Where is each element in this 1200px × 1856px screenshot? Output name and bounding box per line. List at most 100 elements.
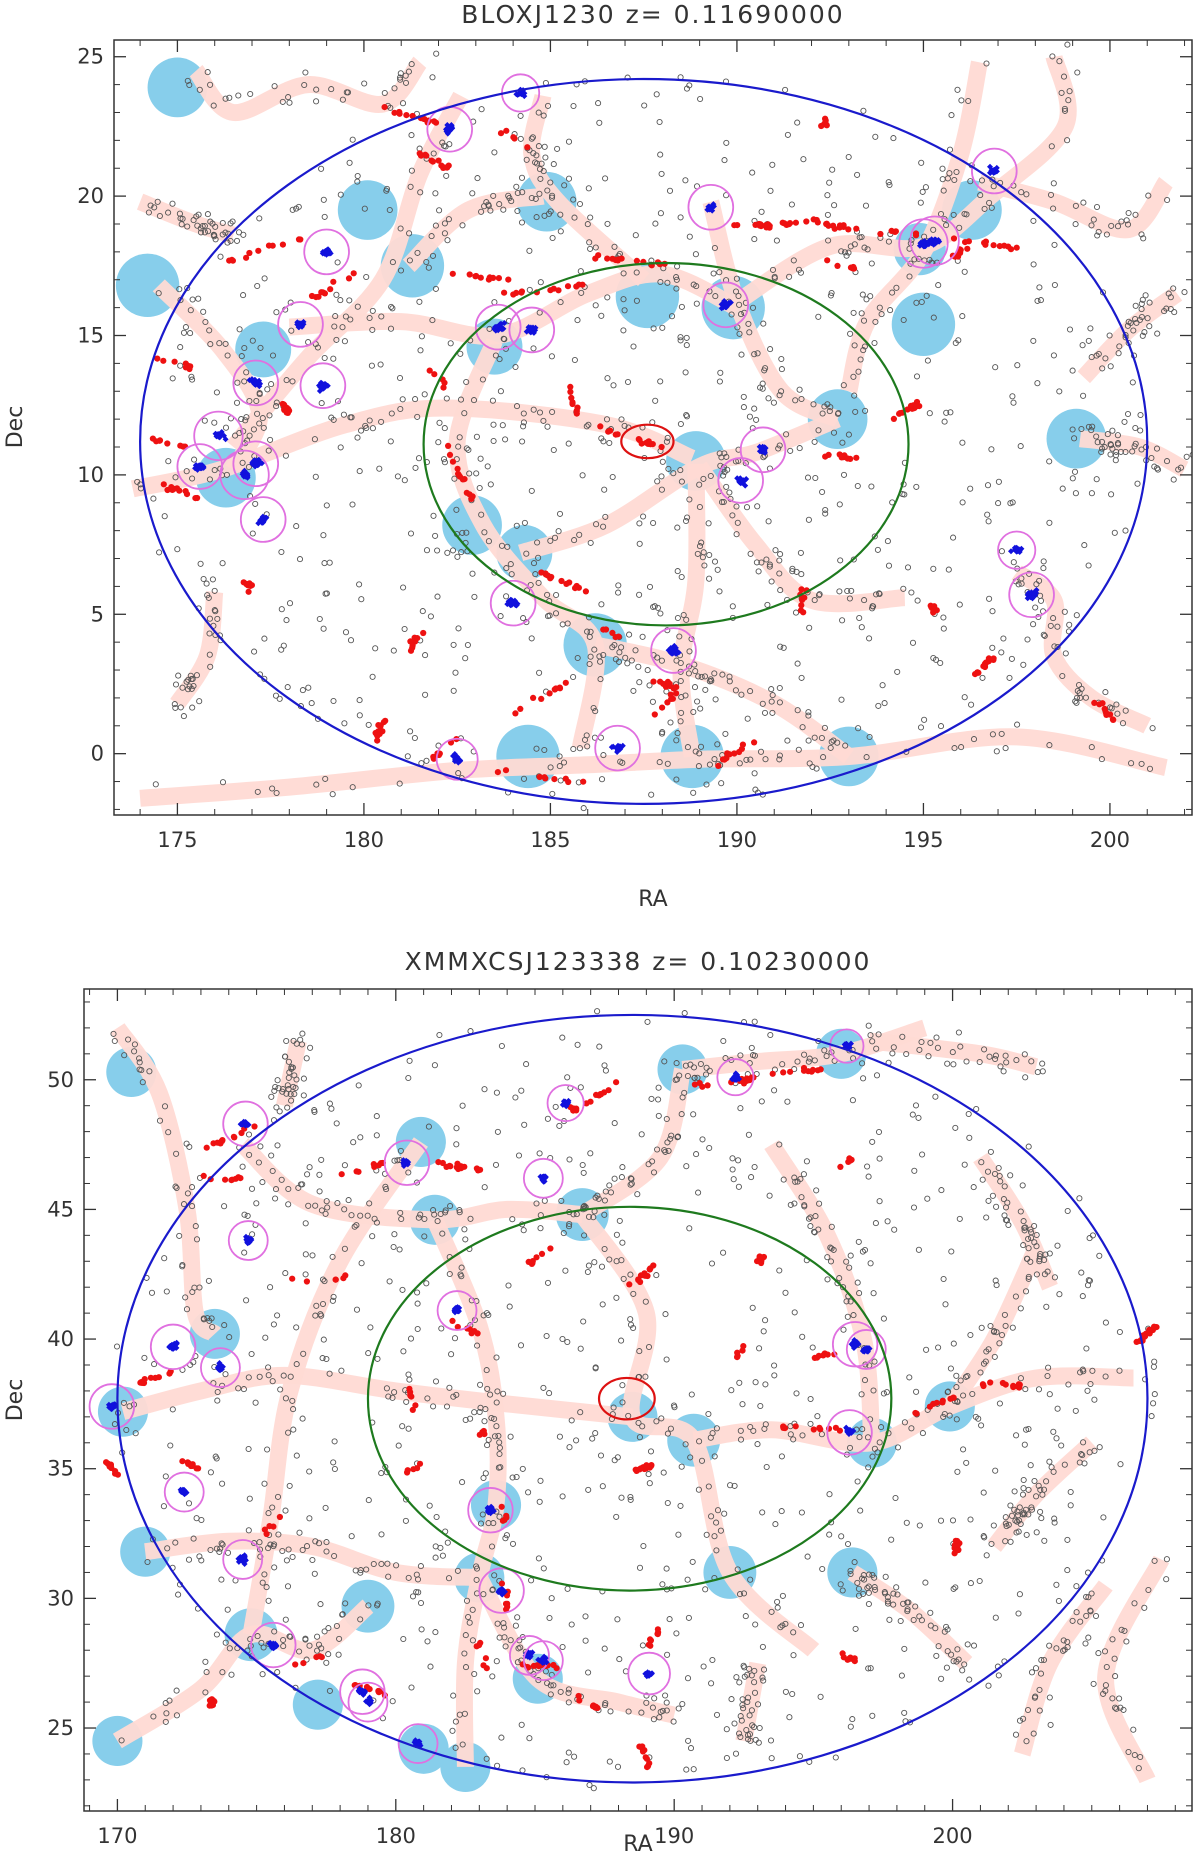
- galaxy-point: [1064, 1644, 1071, 1651]
- filament-member-point: [229, 1176, 236, 1183]
- galaxy-point: [455, 625, 462, 632]
- galaxy-point: [655, 1084, 662, 1091]
- galaxy-point: [751, 1018, 758, 1025]
- galaxy-point: [419, 608, 426, 615]
- galaxy-point: [751, 1667, 758, 1674]
- galaxy-point: [997, 1063, 1004, 1070]
- filament-member-point: [650, 678, 657, 685]
- galaxy-point: [696, 481, 703, 488]
- galaxy-point: [627, 1271, 634, 1278]
- galaxy-point: [626, 631, 633, 638]
- galaxy-point: [484, 463, 491, 470]
- galaxy-point: [557, 777, 564, 784]
- galaxy-point: [858, 310, 865, 317]
- group-circle: [702, 281, 750, 329]
- galaxy-point: [855, 368, 862, 375]
- galaxy-point: [830, 429, 838, 436]
- galaxy-point: [268, 1152, 275, 1159]
- group-circle: [200, 1347, 241, 1388]
- galaxy-point: [650, 603, 657, 611]
- plot-area: [88, 1008, 1170, 1792]
- galaxy-point: [200, 1315, 207, 1322]
- galaxy-point: [737, 1733, 744, 1741]
- galaxy-point: [444, 549, 451, 556]
- galaxy-point: [658, 486, 665, 493]
- group-member-point: [242, 1119, 249, 1126]
- galaxy-point: [507, 1637, 514, 1644]
- galaxy-point: [317, 1601, 324, 1608]
- galaxy-point: [494, 1128, 501, 1135]
- galaxy-point: [791, 1200, 798, 1207]
- galaxy-point: [891, 1226, 898, 1233]
- galaxy-point: [684, 514, 691, 521]
- galaxy-point: [1112, 452, 1120, 459]
- filament-member-point: [332, 1276, 339, 1283]
- galaxy-point: [751, 1679, 758, 1686]
- galaxy-point: [961, 1161, 968, 1168]
- galaxy-point: [1102, 1373, 1109, 1380]
- galaxy-point: [1181, 289, 1188, 296]
- filament-member-point: [533, 1254, 540, 1261]
- filament-member-point: [643, 1462, 650, 1470]
- galaxy-point: [682, 369, 689, 376]
- galaxy-point: [656, 118, 663, 126]
- galaxy-point: [227, 220, 234, 227]
- galaxy-point: [556, 1122, 563, 1129]
- galaxy-point: [847, 1567, 854, 1574]
- galaxy-point: [659, 458, 666, 465]
- galaxy-point: [330, 1459, 337, 1466]
- galaxy-point: [611, 1175, 618, 1182]
- galaxy-point: [954, 1646, 961, 1653]
- galaxy-point: [959, 499, 966, 506]
- galaxy-point: [190, 1535, 197, 1542]
- galaxy-point: [657, 210, 664, 217]
- galaxy-point: [1113, 1705, 1120, 1712]
- galaxy-point: [111, 1037, 118, 1045]
- galaxy-point: [1046, 742, 1053, 749]
- galaxy-point: [702, 1586, 709, 1593]
- galaxy-point: [771, 275, 778, 282]
- filament-member-point: [147, 1374, 154, 1381]
- galaxy-point: [597, 1452, 605, 1459]
- group-member-point: [670, 650, 677, 656]
- filament-member-point: [726, 751, 733, 758]
- galaxy-point: [290, 1406, 297, 1413]
- galaxy-point: [729, 603, 736, 610]
- galaxy-point: [749, 1722, 756, 1729]
- galaxy-point: [1047, 622, 1054, 629]
- filament: [973, 1152, 1058, 1291]
- galaxy-point: [320, 625, 327, 632]
- galaxy-point: [316, 1171, 323, 1178]
- filament-member-point: [229, 257, 236, 264]
- galaxy-point: [1130, 1726, 1137, 1733]
- galaxy-point: [989, 731, 996, 738]
- galaxy-point: [683, 1163, 690, 1170]
- galaxy-point: [441, 425, 448, 432]
- galaxy-point: [171, 701, 178, 708]
- galaxy-point: [919, 188, 926, 195]
- galaxy-point: [565, 1686, 572, 1693]
- galaxy-point: [787, 447, 794, 454]
- galaxy-point: [312, 1538, 319, 1545]
- galaxy-point: [865, 1665, 872, 1672]
- galaxy-point: [329, 1253, 336, 1260]
- galaxy-point: [1058, 1442, 1065, 1449]
- galaxy-point: [619, 1164, 626, 1171]
- galaxy-point: [378, 313, 385, 320]
- galaxy-point: [598, 435, 605, 442]
- galaxy-point: [559, 1034, 566, 1041]
- galaxy-point: [508, 571, 515, 578]
- filament-member-point: [547, 287, 554, 294]
- galaxy-point: [653, 1272, 660, 1279]
- galaxy-point: [671, 1404, 678, 1411]
- galaxy-point: [1047, 1721, 1054, 1728]
- galaxy-point: [388, 410, 395, 417]
- galaxy-point: [800, 1171, 807, 1178]
- galaxy-point: [630, 687, 637, 694]
- galaxy-point: [211, 233, 218, 240]
- galaxy-point: [749, 169, 756, 176]
- filament-member-point: [996, 243, 1003, 250]
- group-member-point: [363, 1698, 369, 1705]
- filament-member-point: [666, 680, 673, 687]
- galaxy-point: [736, 1379, 743, 1386]
